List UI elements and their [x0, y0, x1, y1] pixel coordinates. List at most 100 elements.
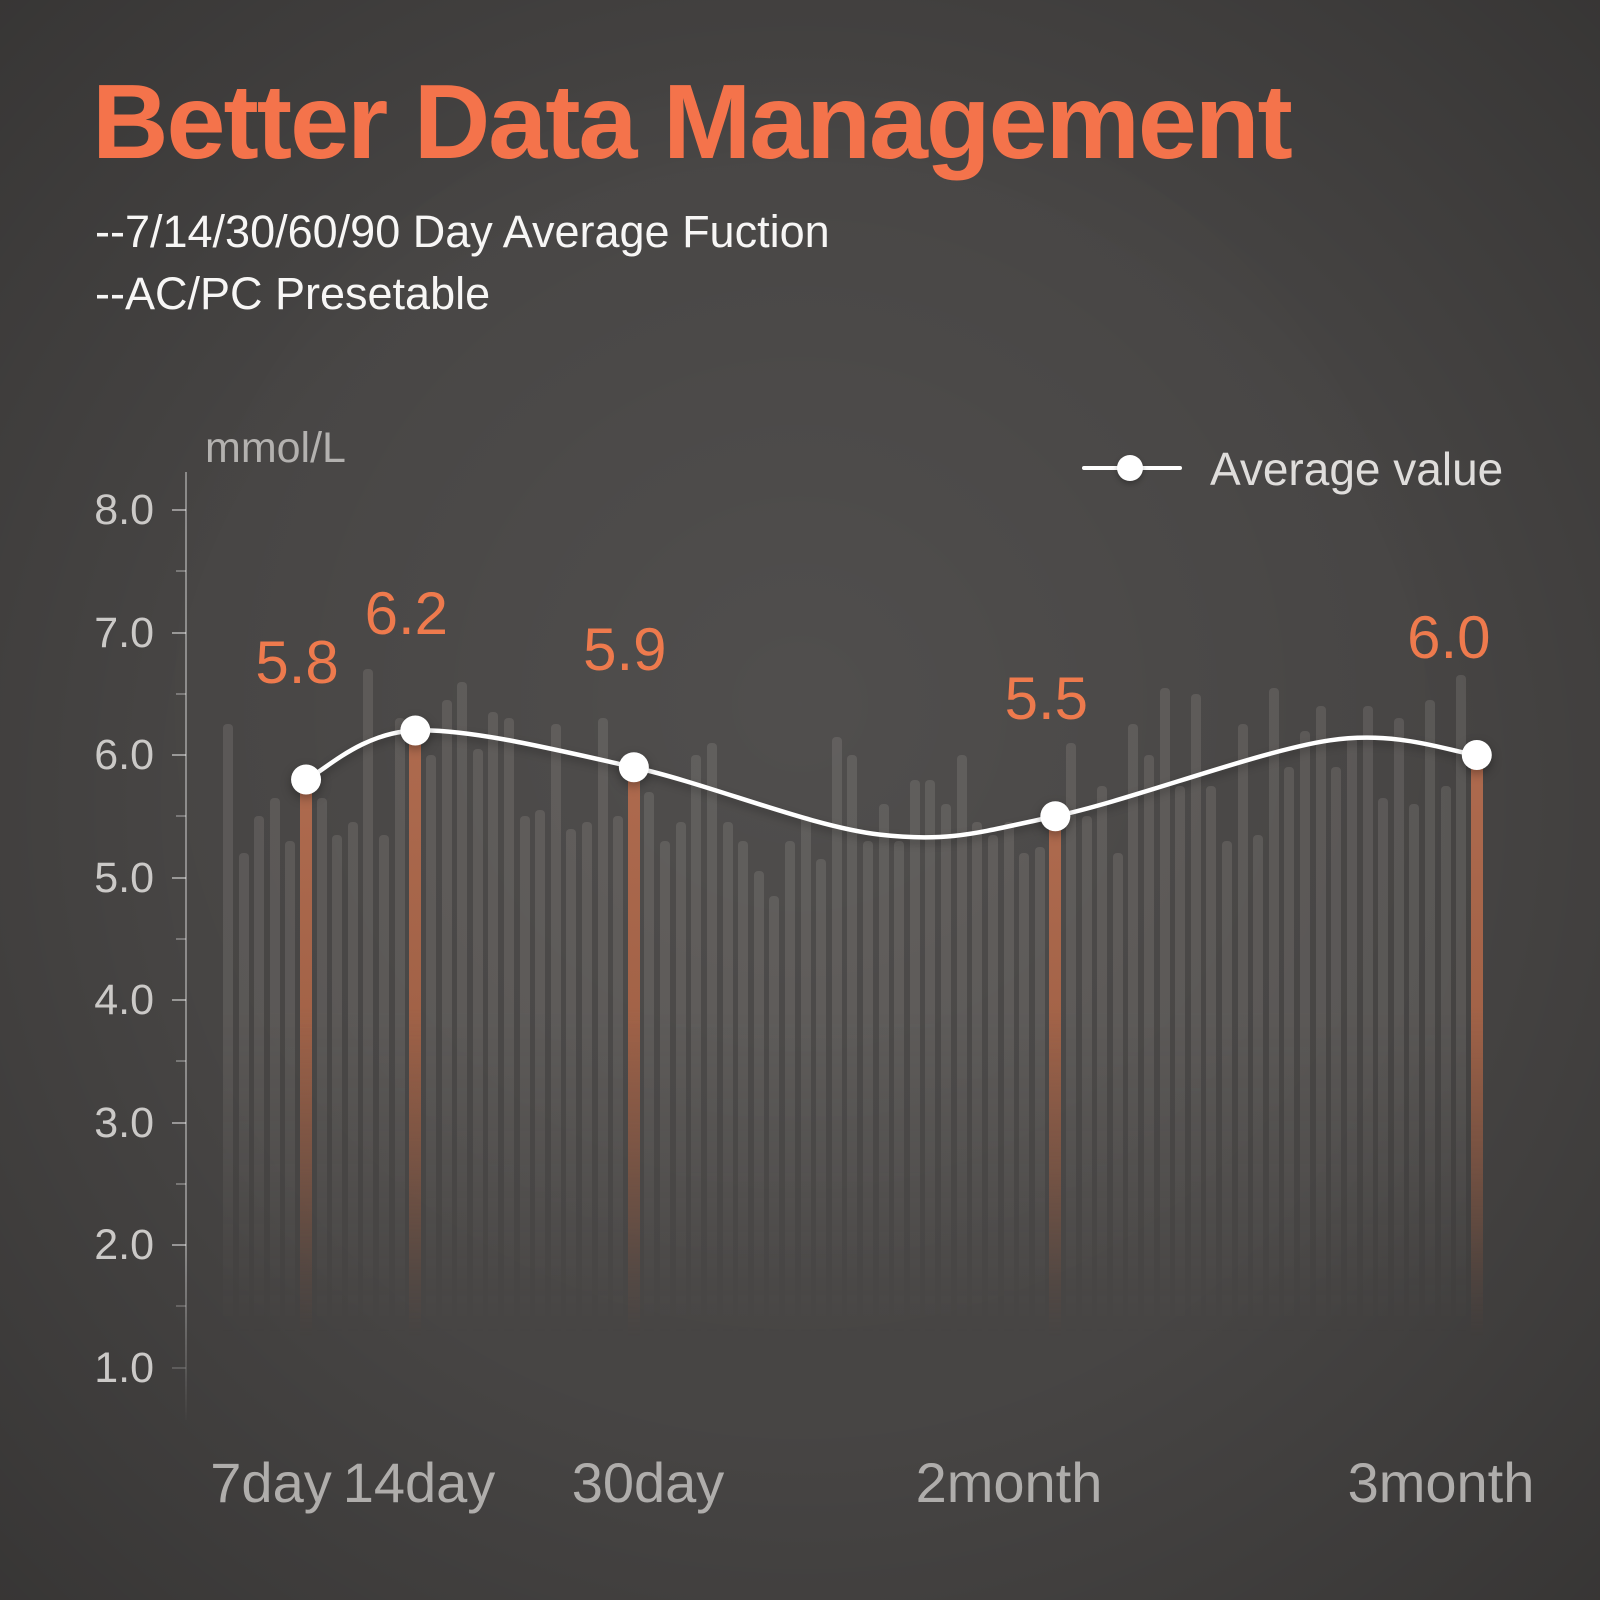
subtitle-average-function: --7/14/30/60/90 Day Average Fuction	[95, 206, 830, 257]
daily-bar	[394, 718, 405, 1340]
subtitle-ac-pc: --AC/PC Presetable	[95, 268, 491, 319]
daily-bar	[488, 712, 499, 1340]
daily-bar	[1237, 724, 1248, 1340]
daily-bar	[223, 724, 233, 1340]
y-minor-tick	[176, 1182, 186, 1185]
daily-bar	[1003, 822, 1014, 1340]
daily-bar	[1300, 730, 1311, 1340]
daily-bar	[550, 724, 561, 1340]
highlight-bar	[1470, 755, 1483, 1340]
average-line	[303, 728, 1480, 840]
daily-bar	[1315, 706, 1326, 1340]
daily-bar	[1112, 853, 1123, 1340]
daily-bar	[613, 816, 624, 1340]
daily-bar	[379, 834, 390, 1340]
y-major-tick	[172, 876, 186, 879]
y-minor-tick	[176, 570, 186, 573]
y-tick-label: 5.0	[94, 853, 154, 902]
y-major-tick	[172, 631, 186, 634]
daily-bar	[347, 822, 358, 1340]
daily-bar	[1159, 687, 1170, 1340]
y-tick-label: 1.0	[94, 1343, 154, 1392]
daily-bar	[753, 871, 764, 1340]
daily-bar	[269, 797, 280, 1340]
daily-bar	[706, 742, 717, 1340]
daily-bar	[925, 779, 936, 1340]
daily-bar	[941, 804, 952, 1340]
daily-bar	[1378, 797, 1389, 1340]
y-major-tick	[172, 999, 186, 1001]
daily-bar	[1253, 834, 1264, 1340]
daily-bar	[831, 736, 842, 1340]
daily-bar	[1065, 742, 1076, 1340]
x-axis-label-3month: 3month	[1347, 1451, 1535, 1514]
daily-bar	[644, 791, 655, 1340]
daily-bar	[987, 834, 998, 1340]
y-tick-label: 7.0	[94, 608, 154, 657]
daily-bar	[1456, 675, 1467, 1340]
daily-bar	[1222, 840, 1233, 1340]
daily-bar	[909, 779, 920, 1340]
daily-bar	[535, 810, 546, 1340]
daily-bar	[1019, 853, 1030, 1340]
y-minor-tick	[176, 937, 186, 940]
average-point	[618, 752, 649, 783]
average-value-label: 5.5	[1004, 665, 1089, 733]
average-value-label: 6.2	[364, 579, 449, 647]
highlight-bar	[1049, 816, 1062, 1340]
daily-bar	[332, 834, 343, 1340]
y-major-tick	[172, 1244, 186, 1246]
y-axis-unit-label: mmol/L	[205, 424, 346, 472]
daily-bar	[722, 822, 733, 1340]
daily-bar	[1143, 755, 1154, 1340]
daily-bar	[519, 816, 530, 1340]
y-major-tick	[172, 1366, 186, 1369]
y-major-tick	[172, 754, 186, 756]
daily-bar	[1284, 767, 1295, 1340]
daily-bar	[1097, 785, 1108, 1340]
daily-bar	[800, 816, 811, 1340]
daily-bar	[1034, 846, 1045, 1340]
daily-bar	[660, 840, 671, 1340]
x-axis-label-7day: 7day	[210, 1451, 332, 1514]
daily-bar	[1440, 785, 1451, 1340]
daily-bar	[566, 828, 577, 1340]
daily-bar	[816, 859, 827, 1340]
x-axis-label-2month: 2month	[915, 1451, 1103, 1514]
daily-bar	[597, 718, 608, 1340]
y-minor-tick	[176, 692, 186, 695]
y-tick-label: 2.0	[94, 1221, 154, 1269]
daily-bar	[254, 816, 265, 1340]
daily-bar	[285, 840, 296, 1340]
daily-bar	[1409, 804, 1420, 1340]
y-axis-line	[185, 472, 187, 1420]
y-tick-label: 4.0	[94, 976, 154, 1024]
average-point	[1040, 801, 1071, 832]
daily-bar	[691, 755, 702, 1340]
y-major-tick	[172, 509, 186, 511]
daily-bar	[1190, 693, 1201, 1340]
daily-bar	[1175, 785, 1186, 1340]
y-minor-tick	[176, 1060, 186, 1063]
legend-dot-swatch	[1117, 455, 1143, 481]
daily-bar	[1206, 785, 1217, 1340]
daily-bar	[316, 797, 327, 1340]
daily-bar	[956, 755, 967, 1340]
daily-bar	[1268, 687, 1279, 1340]
y-tick-label: 6.0	[94, 731, 154, 779]
highlight-bar	[409, 730, 422, 1340]
daily-bar	[441, 699, 452, 1340]
average-point	[1461, 740, 1492, 770]
daily-bar	[675, 822, 686, 1340]
daily-bar	[582, 822, 593, 1340]
highlight-bar	[300, 779, 313, 1340]
daily-bar	[878, 804, 889, 1340]
daily-bar	[738, 840, 749, 1340]
daily-bar	[1362, 706, 1373, 1340]
daily-bar	[972, 822, 983, 1340]
y-tick-label: 8.0	[94, 486, 154, 534]
